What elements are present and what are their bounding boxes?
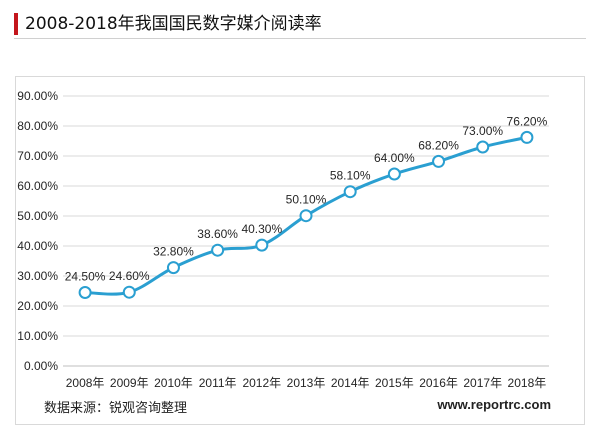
- data-label: 68.20%: [418, 138, 459, 152]
- data-point: [255, 238, 269, 252]
- data-point: [122, 285, 136, 299]
- y-tick-label: 10.00%: [17, 329, 58, 343]
- data-label: 76.20%: [507, 114, 548, 128]
- y-tick-label: 0.00%: [24, 359, 58, 373]
- y-axis-tick-labels: 0.00% 10.00% 20.00% 30.00% 40.00% 50.00% 60.00…: [17, 89, 58, 373]
- y-tick-label: 80.00%: [17, 119, 58, 133]
- data-point: [166, 261, 180, 275]
- y-tick-label: 20.00%: [17, 299, 58, 313]
- data-point: [432, 154, 446, 168]
- x-tick-label: 2017年: [463, 376, 502, 390]
- data-labels: 24.50% 24.60%32.80%38.60% 40.30% 50.10%58.1…: [65, 114, 548, 283]
- website-url: www.reportrc.com: [437, 397, 551, 412]
- data-point: [78, 286, 92, 299]
- data-point-markers: [78, 130, 534, 299]
- data-point: [211, 243, 225, 257]
- x-tick-label: 2012年: [242, 376, 281, 390]
- x-tick-label: 2016年: [419, 376, 458, 390]
- y-tick-label: 40.00%: [17, 239, 58, 253]
- data-point: [343, 185, 357, 199]
- title-accent-bar: [14, 13, 18, 35]
- title-divider: [14, 38, 586, 39]
- y-tick-label: 70.00%: [17, 149, 58, 163]
- data-label: 24.60%: [109, 269, 150, 283]
- data-source-note: 数据来源：锐观咨询整理: [44, 401, 188, 416]
- data-label: 73.00%: [462, 124, 503, 138]
- data-point: [476, 140, 490, 154]
- page-title: 2008-2018年我国国民数字媒介阅读率: [25, 14, 322, 34]
- title-bar: 2008-2018年我国国民数字媒介阅读率: [14, 9, 586, 39]
- data-label: 32.80%: [153, 245, 194, 259]
- data-label: 64.00%: [374, 151, 415, 165]
- y-tick-label: 50.00%: [17, 209, 58, 223]
- x-tick-label: 2018年: [508, 376, 547, 390]
- x-tick-label: 2014年: [331, 376, 370, 390]
- data-point: [387, 167, 401, 181]
- x-tick-label: 2015年: [375, 376, 414, 390]
- x-tick-label: 2011年: [199, 376, 237, 390]
- y-tick-label: 30.00%: [17, 269, 58, 283]
- data-label: 50.10%: [286, 193, 327, 207]
- y-tick-label: 60.00%: [17, 179, 58, 193]
- chart-frame: 0.00% 10.00% 20.00% 30.00% 40.00% 50.00% 60.00…: [15, 76, 585, 425]
- x-tick-label: 2010年: [154, 376, 193, 390]
- data-point: [520, 130, 534, 144]
- data-point: [299, 209, 313, 223]
- y-tick-label: 90.00%: [17, 89, 58, 103]
- x-axis-tick-labels: 2008年 2009年 2010年 2011年 2012年 2013年 2014年 2015年…: [66, 376, 547, 390]
- data-label: 58.10%: [330, 169, 371, 183]
- x-tick-label: 2013年: [287, 376, 326, 390]
- data-label: 38.60%: [197, 227, 238, 241]
- line-chart: 0.00% 10.00% 20.00% 30.00% 40.00% 50.00% 60.00…: [17, 89, 549, 390]
- data-label: 24.50%: [65, 270, 106, 284]
- x-tick-label: 2008年: [66, 376, 105, 390]
- data-label: 40.30%: [241, 222, 282, 236]
- x-tick-label: 2009年: [110, 376, 149, 390]
